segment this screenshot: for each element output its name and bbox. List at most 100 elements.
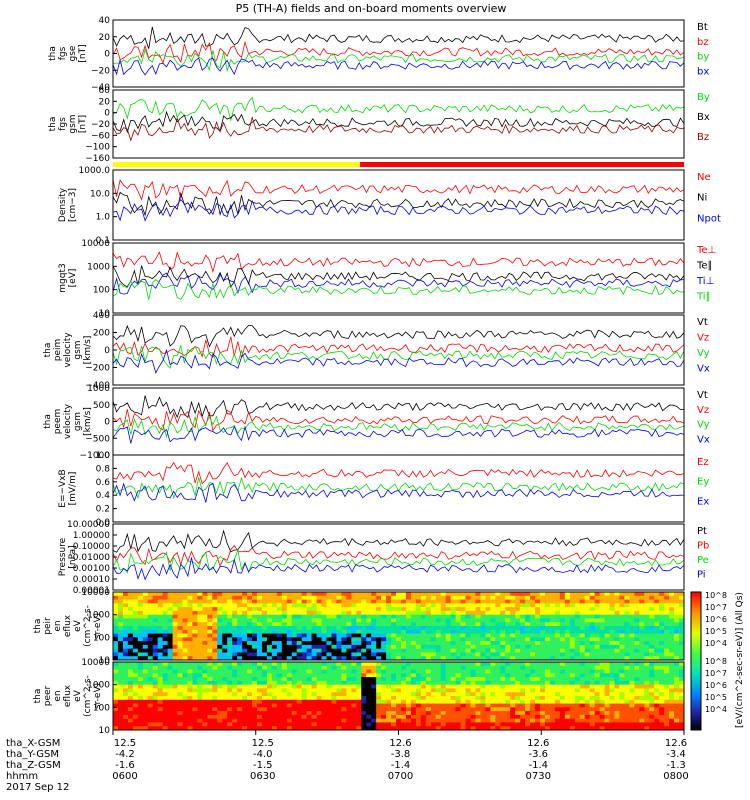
ytick-label: 1000 bbox=[87, 384, 110, 394]
heatmap-cell bbox=[400, 641, 407, 646]
heatmap-cell bbox=[530, 648, 536, 653]
heatmap-cell bbox=[564, 662, 571, 667]
heatmap-cell bbox=[132, 703, 139, 708]
heatmap-cell bbox=[147, 599, 154, 604]
heatmap-cell bbox=[440, 603, 447, 608]
heatmap-cell bbox=[465, 599, 471, 604]
heatmap-cell bbox=[609, 592, 615, 597]
heatmap-cell bbox=[127, 718, 134, 723]
heatmap-cell bbox=[142, 641, 149, 646]
heatmap-cell bbox=[485, 592, 491, 597]
heatmap-cell bbox=[381, 718, 387, 723]
heatmap-cell bbox=[167, 595, 173, 600]
heatmap-cell bbox=[242, 665, 248, 670]
heatmap-cell bbox=[113, 595, 119, 600]
heatmap-cell bbox=[361, 662, 367, 667]
heatmap-cell bbox=[276, 726, 283, 731]
heatmap-cell bbox=[256, 711, 263, 716]
heatmap-cell bbox=[425, 607, 432, 612]
heatmap-cell bbox=[346, 726, 352, 731]
heatmap-cell bbox=[500, 614, 506, 619]
heatmap-cell bbox=[440, 641, 447, 646]
heatmap-cell bbox=[445, 680, 452, 686]
heatmap-cell bbox=[624, 641, 630, 646]
heatmap-cell bbox=[217, 692, 223, 697]
heatmap-cell bbox=[669, 641, 675, 646]
heatmap-cell bbox=[147, 662, 154, 667]
heatmap-cell bbox=[520, 603, 526, 608]
heatmap-cell bbox=[321, 633, 327, 638]
heatmap-cell bbox=[212, 703, 218, 708]
heatmap-cell bbox=[480, 648, 486, 653]
heatmap-cell bbox=[346, 688, 352, 693]
heatmap-cell bbox=[336, 673, 342, 678]
heatmap-cell bbox=[281, 592, 288, 597]
heatmap-cell bbox=[122, 637, 129, 642]
heatmap-cell bbox=[410, 652, 417, 657]
heatmap-cell bbox=[351, 641, 357, 646]
heatmap-cell bbox=[142, 629, 149, 634]
heatmap-cell bbox=[291, 726, 298, 731]
legend-temp-2: Ti⊥ bbox=[696, 276, 714, 287]
heatmap-cell bbox=[574, 656, 581, 661]
heatmap-cell bbox=[376, 688, 382, 693]
heatmap-cell bbox=[679, 648, 685, 653]
heatmap-cell bbox=[460, 703, 466, 708]
heatmap-cell bbox=[311, 595, 317, 600]
panel-frame bbox=[112, 454, 685, 523]
heatmap-cell bbox=[644, 711, 650, 716]
heatmap-cell bbox=[286, 669, 293, 674]
heatmap-cell bbox=[654, 688, 660, 693]
heatmap-cell bbox=[266, 677, 273, 682]
series-line-fgs-1 bbox=[112, 40, 685, 65]
heatmap-cell bbox=[281, 684, 288, 689]
heatmap-cell bbox=[669, 656, 675, 661]
heatmap-cell bbox=[296, 722, 303, 727]
heatmap-cell bbox=[505, 637, 511, 642]
heatmap-cell bbox=[182, 607, 188, 612]
heatmap-cell bbox=[515, 707, 521, 712]
heatmap-cell bbox=[525, 692, 531, 697]
heatmap-cell bbox=[540, 656, 546, 661]
heatmap-cell bbox=[281, 599, 288, 604]
heatmap-cell bbox=[490, 711, 496, 716]
heatmap-cell bbox=[217, 726, 223, 731]
heatmap-cell bbox=[266, 699, 273, 704]
heatmap-cell bbox=[544, 707, 551, 712]
heatmap-cell bbox=[391, 644, 397, 650]
heatmap-cell bbox=[405, 714, 412, 720]
heatmap-cell bbox=[242, 673, 248, 678]
heatmap-cell bbox=[480, 644, 486, 650]
heatmap-cell bbox=[430, 622, 437, 627]
heatmap-cell bbox=[669, 718, 675, 723]
heatmap-cell bbox=[351, 614, 357, 619]
heatmap-cell bbox=[286, 644, 293, 650]
heatmap-cell bbox=[316, 692, 322, 697]
heatmap-cell bbox=[237, 629, 243, 634]
heatmap-cell bbox=[649, 626, 655, 631]
heatmap-cell bbox=[554, 644, 561, 650]
heatmap-cell bbox=[172, 622, 178, 627]
heatmap-cell bbox=[366, 607, 372, 612]
heatmap-cell bbox=[192, 684, 198, 689]
heatmap-cell bbox=[579, 696, 586, 701]
heatmap-cell bbox=[222, 648, 228, 653]
heatmap-cell bbox=[450, 665, 456, 670]
heatmap-cell bbox=[540, 595, 546, 600]
heatmap-cell bbox=[192, 614, 198, 619]
heatmap-cell bbox=[242, 703, 248, 708]
heatmap-cell bbox=[644, 641, 650, 646]
heatmap-cell bbox=[227, 718, 233, 723]
heatmap-cell bbox=[381, 599, 387, 604]
heatmap-cell bbox=[202, 680, 208, 686]
heatmap-cell bbox=[664, 644, 670, 650]
heatmap-cell bbox=[396, 669, 402, 674]
heatmap-cell bbox=[232, 722, 238, 727]
heatmap-cell bbox=[391, 677, 397, 682]
heatmap-cell bbox=[639, 656, 645, 661]
heatmap-cell bbox=[237, 637, 243, 642]
heatmap-cell bbox=[564, 722, 571, 727]
heatmap-cell bbox=[495, 622, 501, 627]
heatmap-cell bbox=[410, 626, 417, 631]
